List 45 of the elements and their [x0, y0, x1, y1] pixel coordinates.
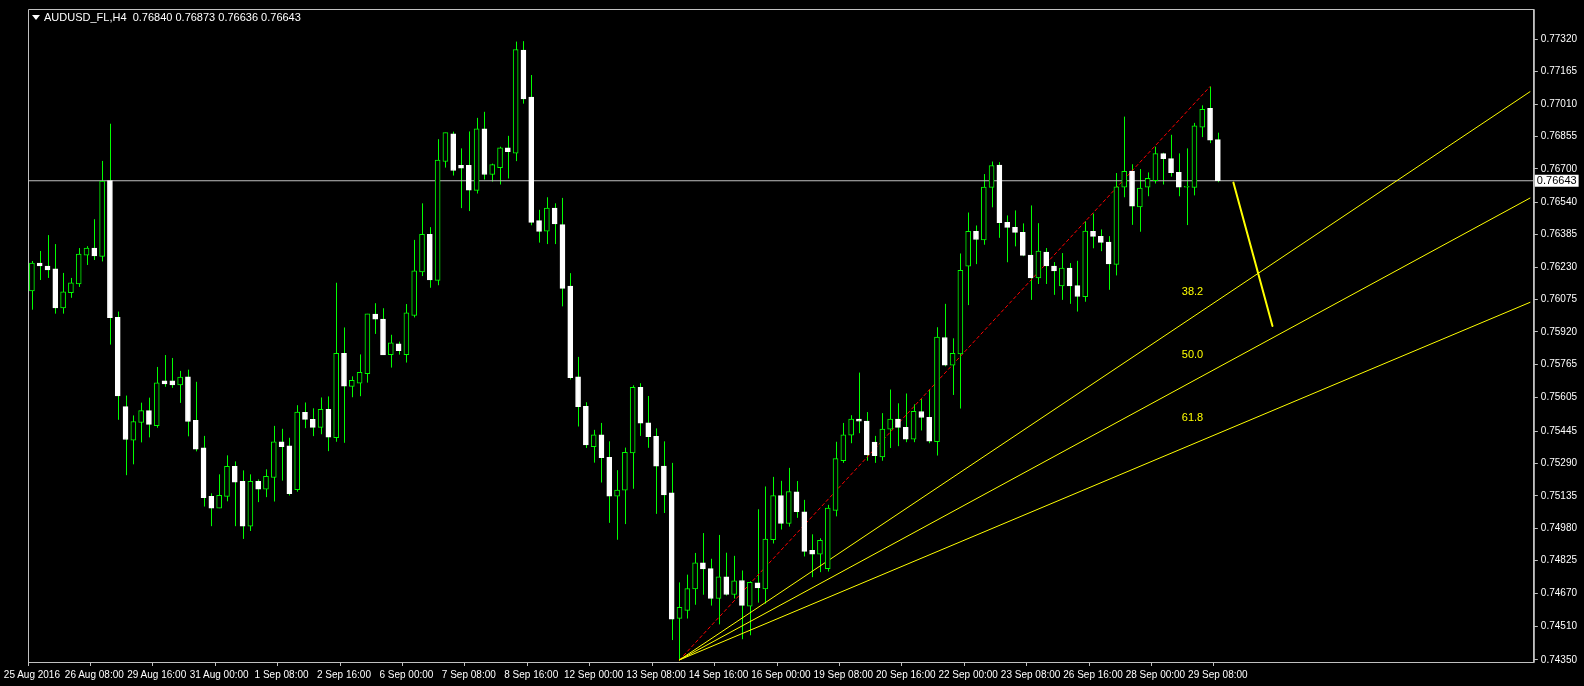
ref-line-label: 0.76643 — [1536, 173, 1577, 186]
y-tick-label: 0.75765 — [1540, 357, 1578, 369]
x-tick-label: 2 Sep 16:00 — [317, 668, 372, 680]
y-tick-label: 0.76700 — [1540, 162, 1578, 174]
x-tick-label: 8 Sep 16:00 — [504, 668, 559, 680]
y-tick-label: 0.74980 — [1540, 522, 1578, 534]
x-tick-label: 1 Sep 08:00 — [254, 668, 309, 680]
x-tick-label: 25 Aug 2016 — [3, 668, 61, 680]
x-tick-label: 7 Sep 08:00 — [441, 668, 497, 680]
chart-title: AUDUSD_FL,H4 0.76840 0.76873 0.76636 0.76643 — [44, 11, 301, 23]
x-tick-label: 23 Sep 08:00 — [1000, 668, 1061, 680]
y-tick-label: 0.75605 — [1540, 391, 1578, 403]
y-tick-label: 0.74670 — [1540, 586, 1578, 598]
y-tick-label: 0.77165 — [1540, 65, 1578, 77]
x-tick-label: 29 Sep 08:00 — [1188, 668, 1249, 680]
x-tick-label: 6 Sep 00:00 — [379, 668, 434, 680]
y-tick-label: 0.77320 — [1540, 33, 1578, 45]
x-tick-label: 19 Sep 08:00 — [813, 668, 874, 680]
x-tick-label: 22 Sep 00:00 — [938, 668, 999, 680]
x-tick-label: 28 Sep 00:00 — [1125, 668, 1186, 680]
x-tick-label: 14 Sep 16:00 — [688, 668, 749, 680]
x-tick-label: 29 Aug 16:00 — [127, 668, 187, 680]
y-tick-label: 0.76540 — [1540, 196, 1578, 208]
series-label: 38.2 — [1181, 284, 1204, 297]
x-tick-label: 20 Sep 16:00 — [876, 668, 936, 680]
x-tick-label: 26 Sep 16:00 — [1063, 668, 1124, 680]
y-tick-label: 0.74825 — [1540, 554, 1578, 566]
y-tick-label: 0.77010 — [1540, 97, 1578, 109]
y-tick-label: 0.75290 — [1540, 457, 1578, 469]
y-tick-label: 0.76385 — [1540, 228, 1578, 240]
y-tick-label: 0.74510 — [1540, 620, 1578, 632]
x-tick-label: 16 Sep 00:00 — [751, 668, 812, 680]
x-tick-label: 13 Sep 08:00 — [626, 668, 687, 680]
x-tick-label: 26 Aug 08:00 — [64, 668, 125, 680]
y-tick-label: 0.76075 — [1540, 293, 1578, 305]
y-tick-label: 0.75445 — [1540, 424, 1578, 436]
x-tick-label: 31 Aug 00:00 — [189, 668, 250, 680]
series-label: 61.8 — [1181, 410, 1204, 423]
y-tick-label: 0.76230 — [1540, 260, 1578, 272]
series-label: 50.0 — [1181, 348, 1204, 361]
y-tick-label: 0.76855 — [1540, 130, 1578, 142]
y-tick-label: 0.75135 — [1540, 489, 1578, 501]
x-tick-label: 12 Sep 00:00 — [563, 668, 624, 680]
y-tick-label: 0.75920 — [1540, 325, 1578, 337]
y-tick-label: 0.74350 — [1540, 653, 1578, 665]
